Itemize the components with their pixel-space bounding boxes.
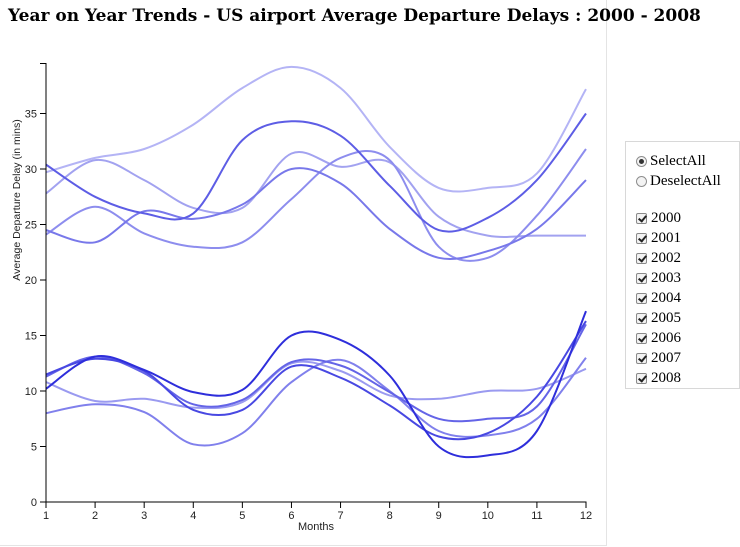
year-label: 2003 [651, 269, 681, 286]
x-tick-label: 12 [580, 510, 592, 522]
chart-frame [0, 0, 607, 546]
series-layer [45, 65, 587, 459]
year-option-2000[interactable]: 2000 [636, 209, 681, 227]
year-checkbox[interactable] [636, 312, 647, 324]
series-line-6 [45, 360, 587, 410]
year-label: 2004 [651, 289, 681, 306]
series-line-2 [45, 151, 586, 238]
x-tick-label: 4 [190, 510, 196, 522]
year-label: 2008 [651, 369, 681, 386]
year-option-2004[interactable]: 2004 [636, 289, 681, 307]
deselect-all-option[interactable]: DeselectAll [636, 172, 721, 190]
y-axis-label: Average Departure Delay (in mins) [11, 119, 23, 280]
x-tick-label: 8 [387, 510, 393, 522]
series-line-5 [45, 112, 587, 233]
select-all-radio[interactable] [636, 155, 647, 167]
deselect-all-radio[interactable] [636, 175, 647, 187]
year-label: 2000 [651, 209, 681, 226]
x-tick-label: 11 [531, 510, 542, 522]
series-line-1 [45, 65, 587, 193]
x-tick-label: 9 [436, 510, 442, 522]
year-checkbox[interactable] [636, 252, 647, 264]
series-line-4 [45, 167, 587, 260]
y-tick-label: 15 [25, 331, 37, 343]
year-option-2001[interactable]: 2001 [636, 229, 681, 247]
year-option-2007[interactable]: 2007 [636, 349, 681, 367]
x-tick-label: 10 [482, 510, 494, 522]
year-checkbox[interactable] [636, 292, 647, 304]
x-tick-label: 6 [288, 510, 294, 522]
year-label: 2005 [651, 309, 681, 326]
year-label: 2001 [651, 229, 681, 246]
chart-title: Year on Year Trends - US airport Average… [8, 6, 701, 26]
year-filter-panel: SelectAll DeselectAll 2000 2001 2002 2003 20… [625, 141, 740, 389]
select-all-label: SelectAll [650, 152, 706, 169]
year-option-2008[interactable]: 2008 [636, 369, 681, 387]
x-axis-line [45, 501, 587, 508]
series-line-8 [45, 323, 587, 423]
series-line-7 [45, 357, 587, 447]
y-tick-label: 20 [25, 275, 37, 287]
year-option-2003[interactable]: 2003 [636, 269, 681, 287]
year-label: 2002 [651, 249, 681, 266]
x-tick-label: 3 [141, 510, 147, 522]
x-axis-label: Months [298, 521, 335, 533]
y-axis-line [40, 63, 47, 503]
year-checkbox[interactable] [636, 232, 647, 244]
year-checkbox[interactable] [636, 272, 647, 284]
series-line-10 [45, 310, 587, 459]
x-tick-label: 1 [43, 510, 49, 522]
y-tick-label: 0 [31, 497, 37, 509]
year-label: 2007 [651, 349, 681, 366]
y-tick-label: 5 [31, 442, 37, 454]
year-option-2005[interactable]: 2005 [636, 309, 681, 327]
year-label: 2006 [651, 329, 681, 346]
deselect-all-label: DeselectAll [650, 172, 721, 189]
series-line-3 [45, 148, 587, 262]
year-checkbox[interactable] [636, 372, 647, 384]
year-option-2002[interactable]: 2002 [636, 249, 681, 267]
y-tick-label: 10 [25, 386, 37, 398]
select-all-option[interactable]: SelectAll [636, 152, 706, 170]
x-tick-label: 5 [239, 510, 245, 522]
y-tick-label: 35 [25, 109, 37, 121]
x-tick-label: 7 [337, 510, 343, 522]
y-tick-label: 25 [25, 220, 37, 232]
year-checkbox[interactable] [636, 212, 647, 224]
year-checkbox[interactable] [636, 332, 647, 344]
year-option-2006[interactable]: 2006 [636, 329, 681, 347]
series-line-9 [45, 320, 587, 441]
year-checkbox[interactable] [636, 352, 647, 364]
y-tick-label: 30 [25, 164, 37, 176]
x-tick-label: 2 [92, 510, 98, 522]
